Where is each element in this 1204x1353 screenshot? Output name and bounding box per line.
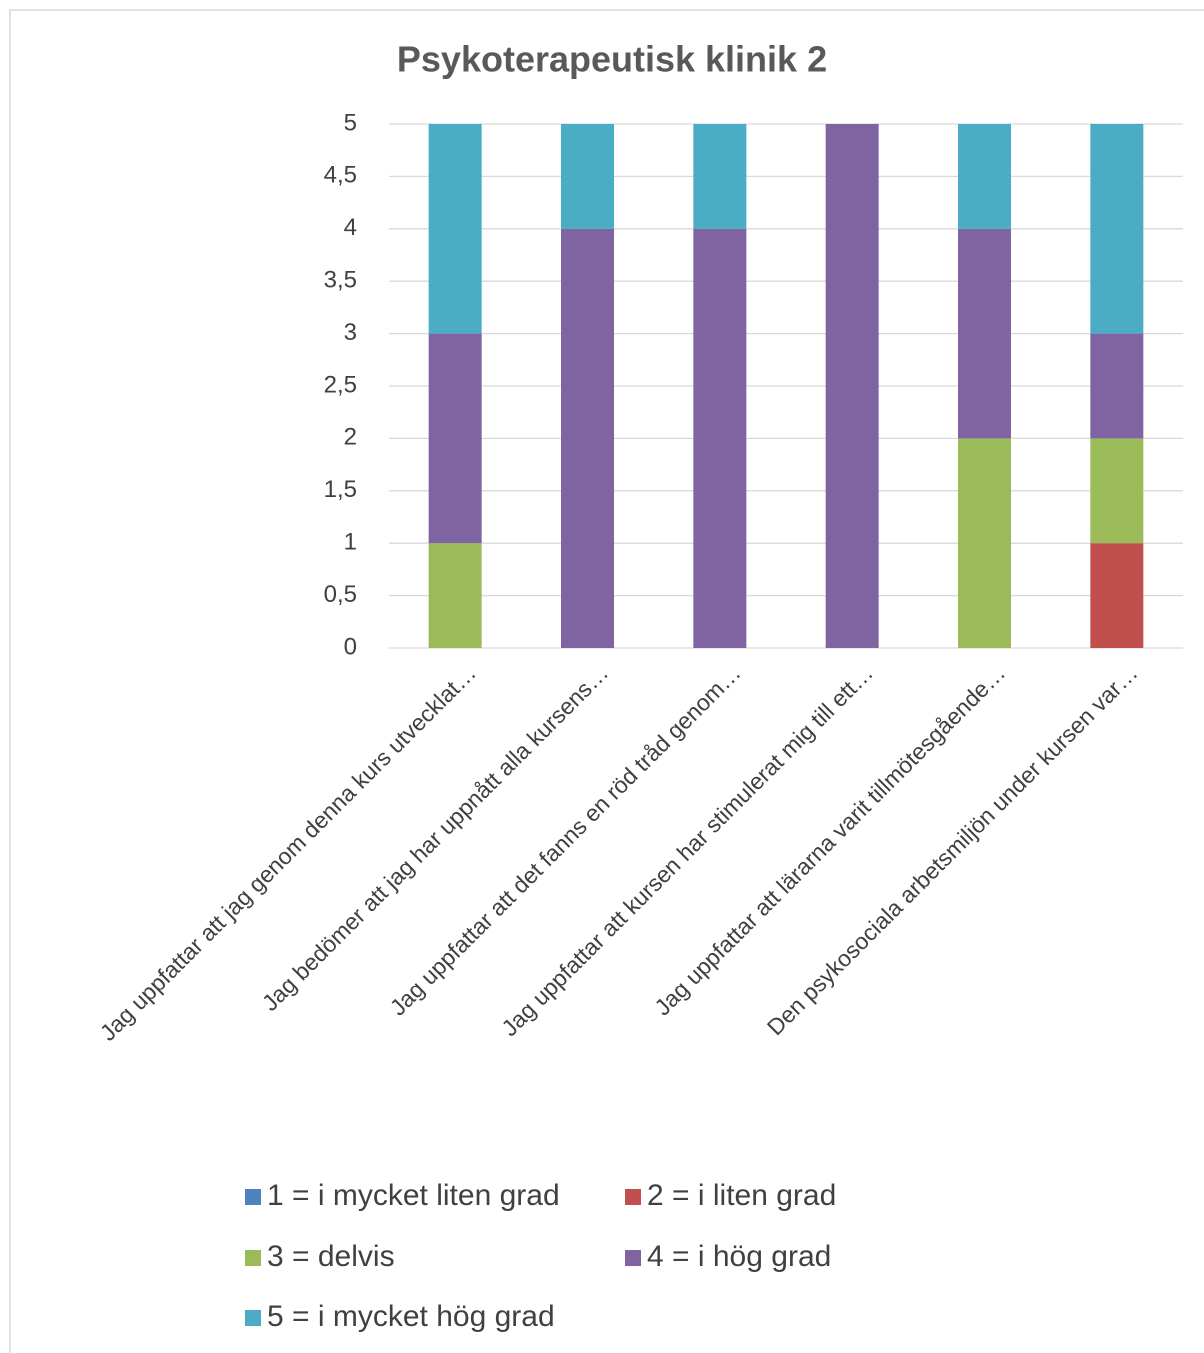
- legend-label: 3 = delvis: [267, 1240, 395, 1273]
- legend-label: 2 = i liten grad: [647, 1179, 836, 1212]
- y-tick-label: 2,5: [324, 371, 357, 398]
- legend-label: 1 = i mycket liten grad: [267, 1179, 560, 1212]
- y-tick-label: 5: [344, 109, 357, 136]
- bar-segment: [561, 228, 614, 649]
- y-tick-label: 1: [344, 529, 357, 556]
- legend-swatch: [245, 1250, 261, 1266]
- y-tick-label: 4,5: [324, 162, 357, 189]
- legend-swatch: [625, 1189, 641, 1205]
- bar-segment: [958, 438, 1011, 648]
- bar-segment: [428, 543, 482, 648]
- legend-swatch: [625, 1250, 641, 1266]
- bar-segment: [561, 124, 614, 229]
- bar-segment: [428, 333, 482, 544]
- bar-segment: [428, 124, 482, 334]
- bar-segment: [693, 228, 747, 649]
- legend-label: 5 = i mycket hög grad: [267, 1300, 555, 1333]
- y-tick-label: 1,5: [324, 476, 357, 503]
- legend-label: 4 = i hög grad: [647, 1240, 831, 1273]
- bar-segment: [693, 124, 747, 229]
- bar-segment: [958, 124, 1011, 229]
- bar-segment: [1090, 438, 1144, 544]
- chart-title: Psykoterapeutisk klinik 2: [397, 39, 827, 80]
- chart-frame: [9, 9, 1204, 1353]
- y-tick-label: 2: [344, 424, 357, 451]
- bar-segment: [1090, 333, 1144, 439]
- y-tick-label: 0: [344, 633, 357, 660]
- legend-swatch: [245, 1189, 261, 1205]
- y-tick-label: 3: [344, 319, 357, 346]
- bar-segment: [958, 228, 1011, 439]
- y-tick-label: 3,5: [324, 267, 357, 294]
- y-tick-label: 4: [344, 214, 357, 241]
- bar-segment: [1090, 124, 1144, 334]
- bar-segment: [825, 124, 879, 648]
- legend-swatch: [245, 1310, 261, 1326]
- bar-segment: [1090, 543, 1144, 648]
- y-tick-label: 0,5: [324, 581, 357, 608]
